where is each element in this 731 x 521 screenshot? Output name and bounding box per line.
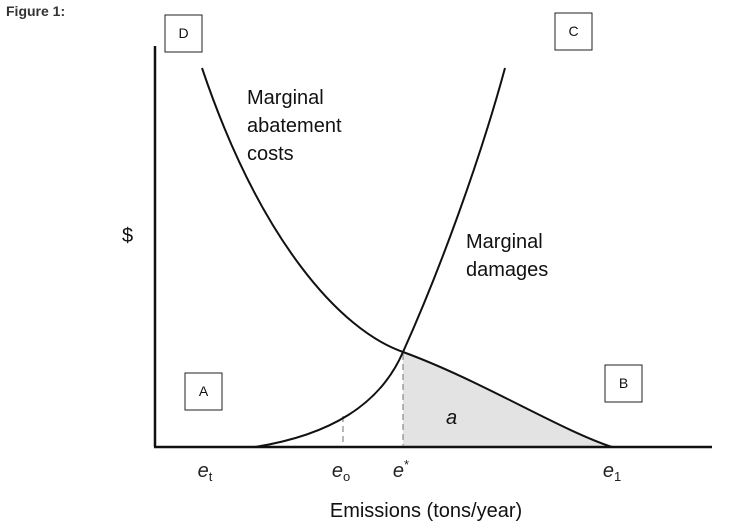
x-tick-label: eo [332,460,350,484]
box-c: C [554,12,593,51]
box-a: A [184,372,223,411]
x-tick-label: et [198,460,213,484]
curve-label: damages [466,259,548,281]
box-d: D [164,14,203,53]
box-b: B [604,364,643,403]
box-label: C [568,23,578,39]
box-label: B [619,375,628,391]
y-axis-label: $ [122,225,133,247]
area-label: a [446,407,457,429]
figure-label: Figure 1: [6,3,65,19]
x-tick-label: e1 [603,460,621,484]
box-label: D [178,25,188,41]
box-label: A [199,383,209,399]
damages-curve [254,67,506,448]
x-axis-label: Emissions (tons/year) [330,500,522,521]
curve-label: abatement [247,115,342,137]
x-tick-label: e* [393,457,409,482]
abatement-curve [201,67,613,448]
curve-label: Marginal [466,231,543,253]
curve-label: costs [247,143,294,165]
curve-label: Marginal [247,87,324,109]
